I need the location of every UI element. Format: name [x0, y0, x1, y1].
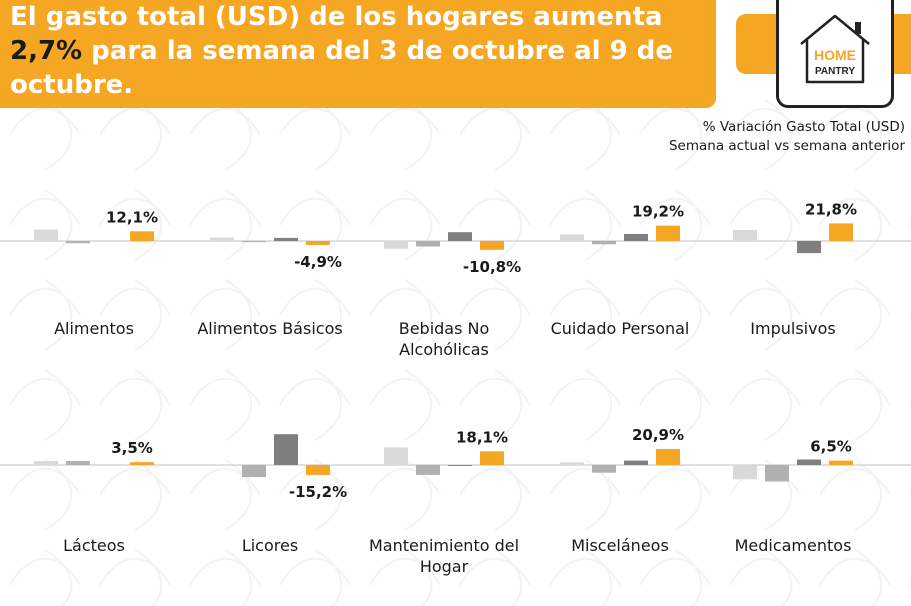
category-label-line: Licores	[242, 536, 298, 555]
bar	[384, 241, 408, 249]
category-label: Cuidado Personal	[551, 319, 690, 338]
bar	[829, 460, 853, 465]
category-label: Mantenimiento del Hogar	[369, 536, 519, 576]
bar	[130, 462, 154, 465]
data-label: 12,1%	[106, 208, 158, 226]
bar	[797, 241, 821, 254]
data-label: -10,8%	[463, 258, 521, 276]
bar	[480, 241, 504, 250]
bar	[592, 241, 616, 245]
category-label: Bebidas No Alcohólicas	[399, 319, 490, 359]
bar	[480, 451, 504, 465]
title-banner: El gasto total (USD) de los hogares aume…	[0, 0, 716, 108]
bar	[66, 241, 90, 244]
logo-word-home: HOME	[814, 47, 856, 63]
chart-subtitle: % Variación Gasto Total (USD) Semana act…	[669, 118, 905, 156]
bar	[656, 225, 680, 241]
bar	[66, 461, 90, 465]
bar	[592, 465, 616, 473]
bar	[797, 459, 821, 465]
title-line-2-rest: para la semana del 3 de octubre al 9 de	[82, 36, 673, 66]
logo-word-pantry: PANTRY	[815, 66, 855, 77]
subtitle-line-2: Semana actual vs semana anterior	[668, 138, 905, 154]
bar	[130, 231, 154, 241]
category-label-line: Misceláneos	[571, 536, 669, 555]
category-label-line: Hogar	[420, 557, 469, 576]
bar	[274, 237, 298, 241]
bar	[656, 448, 680, 465]
category-label: Impulsivos	[750, 319, 835, 338]
bar	[829, 223, 853, 241]
bar	[274, 434, 298, 465]
bar	[765, 465, 789, 482]
page-title: El gasto total (USD) de los hogares aume…	[10, 0, 710, 102]
title-line-2: 2,7% para la semana del 3 de octubre al …	[10, 34, 710, 68]
category-label: Misceláneos	[571, 536, 669, 555]
category-label-line: Alimentos	[54, 319, 134, 338]
title-highlight: 2,7%	[10, 36, 83, 66]
category-label-line: Impulsivos	[750, 319, 835, 338]
house-icon	[800, 14, 870, 84]
category-label: Alimentos Básicos	[197, 319, 342, 338]
bar	[448, 465, 472, 466]
data-label: 21,8%	[805, 200, 857, 218]
bar	[416, 241, 440, 247]
bar	[210, 237, 234, 241]
data-label: 3,5%	[111, 439, 153, 457]
data-label: 6,5%	[810, 438, 852, 456]
category-label: Licores	[242, 536, 298, 555]
bar	[384, 447, 408, 465]
subtitle-line-1: % Variación Gasto Total (USD)	[702, 119, 905, 135]
home-pantry-logo: HOME PANTRY	[776, 0, 894, 108]
category-label-line: Cuidado Personal	[551, 319, 690, 338]
data-label: 18,1%	[456, 428, 508, 446]
title-line-1: El gasto total (USD) de los hogares aume…	[10, 2, 663, 32]
title-line-3: octubre.	[10, 70, 134, 100]
bar	[306, 465, 330, 475]
bar	[733, 465, 757, 480]
category-label-line: Alimentos Básicos	[197, 319, 342, 338]
category-label: Medicamentos	[735, 536, 852, 555]
category-label-line: Lácteos	[63, 536, 125, 555]
data-label: 20,9%	[632, 426, 684, 444]
category-label: Lácteos	[63, 536, 125, 555]
category-label-line: Mantenimiento del	[369, 536, 519, 555]
bar	[560, 462, 584, 465]
bar	[34, 229, 58, 241]
bar	[416, 465, 440, 475]
category-label: Alimentos	[54, 319, 134, 338]
bar	[624, 233, 648, 241]
bar	[306, 241, 330, 245]
bar	[242, 465, 266, 478]
category-label-line: Medicamentos	[735, 536, 852, 555]
bar	[624, 460, 648, 465]
bar	[733, 230, 757, 241]
data-label: 19,2%	[632, 203, 684, 221]
bar	[242, 241, 266, 243]
data-label: -15,2%	[289, 483, 347, 501]
bar	[34, 461, 58, 465]
bar	[448, 232, 472, 241]
category-label-line: Alcohólicas	[399, 340, 489, 359]
bar	[560, 234, 584, 241]
category-label-line: Bebidas No	[399, 319, 490, 338]
data-label: -4,9%	[294, 253, 342, 271]
